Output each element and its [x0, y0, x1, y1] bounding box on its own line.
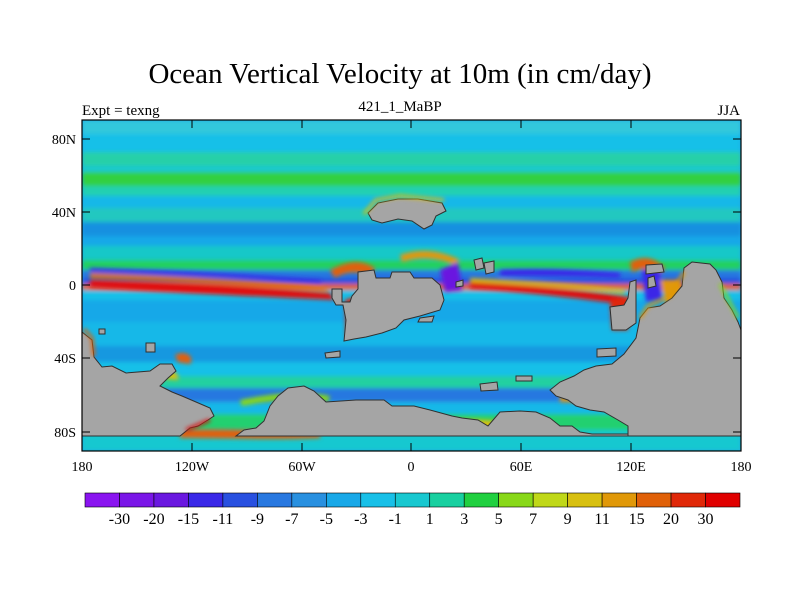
colorbar-swatch [326, 492, 362, 508]
coastal-accents [82, 194, 740, 432]
lon-label: 120W [175, 460, 210, 475]
equatorial-continent [331, 269, 445, 342]
colorbar-label: 7 [529, 511, 537, 528]
colorbar-label: -15 [178, 511, 199, 528]
map-title: Ocean Vertical Velocity at 10m (in cm/da… [148, 58, 652, 90]
colorbar-swatch [119, 492, 155, 508]
colorbar-swatch [222, 492, 258, 508]
colorbar-label: 1 [426, 511, 434, 528]
colorbar-label: -30 [109, 511, 130, 528]
colorbar-label: 3 [460, 511, 468, 528]
colorbar-label: -3 [354, 511, 367, 528]
colorbar-label: -1 [389, 511, 402, 528]
lon-labels: 180 120W 60W 0 60E 120E 180 [72, 460, 752, 475]
colorbar-label: 20 [663, 511, 679, 528]
colorbar-swatch [84, 492, 120, 508]
colorbar-swatch [257, 492, 293, 508]
colorbar-swatch [360, 492, 396, 508]
lon-label: 0 [408, 460, 415, 475]
east-continent [549, 261, 741, 437]
map-field [82, 120, 741, 451]
land-masses [82, 198, 741, 437]
colorbar-label: -7 [285, 511, 298, 528]
colorbar-swatch [188, 492, 224, 508]
colorbar-label: 30 [698, 511, 714, 528]
colorbar-swatch [153, 492, 189, 508]
colorbar [84, 492, 741, 508]
lon-label: 60W [288, 460, 316, 475]
lon-label: 180 [72, 460, 93, 475]
colorbar-label: -9 [251, 511, 264, 528]
colorbar-label: -11 [213, 511, 234, 528]
colorbar-label: -20 [143, 511, 164, 528]
colorbar-label: -5 [320, 511, 333, 528]
lon-label: 60E [510, 460, 533, 475]
colorbar-swatch [601, 492, 637, 508]
colorbar-swatch [636, 492, 672, 508]
colorbar-swatch [394, 492, 431, 508]
lon-tick-marks [81, 120, 742, 451]
southern-continent [234, 385, 629, 437]
lon-label: 120E [616, 460, 646, 475]
lat-label: 80N [52, 133, 76, 148]
lat-label: 40S [54, 352, 76, 367]
colorbar-swatch [532, 492, 568, 508]
colorbar-label: 5 [495, 511, 503, 528]
colorbar-labels: -30 -20 -15 -11 -9 -7 -5 -3 -1 1 3 5 7 9 11 15 20 30 [109, 511, 714, 528]
season-label: JJA [717, 103, 740, 119]
lat-label: 80S [54, 426, 76, 441]
case-label: 421_1_MaBP [358, 99, 442, 115]
colorbar-swatch [498, 492, 534, 508]
lat-labels: 80N 40N 0 40S 80S [52, 133, 76, 441]
lat-tick-marks [82, 138, 741, 433]
colorbar-swatch [567, 492, 603, 508]
lat-label: 40N [52, 206, 76, 221]
colorbar-label: 11 [594, 511, 609, 528]
colorbar-swatch [429, 492, 465, 508]
lon-label: 180 [731, 460, 752, 475]
experiment-label: Expt = texng [82, 103, 160, 119]
colorbar-swatch [463, 492, 499, 508]
lat-label: 0 [69, 279, 76, 294]
colorbar-label: 9 [564, 511, 572, 528]
colorbar-swatch [291, 492, 327, 508]
northern-continent [367, 198, 447, 230]
colorbar-swatch [705, 492, 741, 508]
colorbar-label: 15 [629, 511, 645, 528]
colorbar-swatch [670, 492, 706, 508]
